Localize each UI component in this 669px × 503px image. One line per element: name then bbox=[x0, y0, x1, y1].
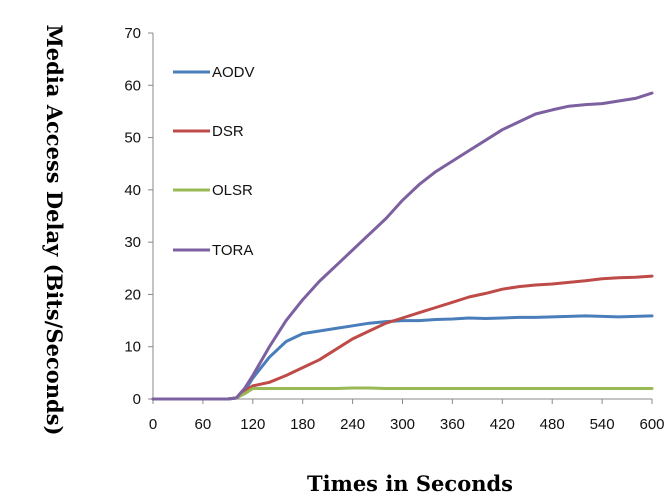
x-tick-label: 60 bbox=[195, 416, 212, 433]
legend-label-dsr: DSR bbox=[212, 123, 244, 140]
x-tick-label: 600 bbox=[639, 416, 664, 433]
x-tick-label: 360 bbox=[440, 416, 465, 433]
x-tick-label: 540 bbox=[590, 416, 615, 433]
x-tick-label: 180 bbox=[290, 416, 315, 433]
y-tick-label: 60 bbox=[124, 77, 141, 94]
series-line-aodv bbox=[151, 314, 654, 401]
y-tick-label: 70 bbox=[124, 25, 141, 42]
y-tick-label: 10 bbox=[124, 339, 141, 356]
y-tick-label: 50 bbox=[124, 130, 141, 147]
series-line-olsr bbox=[151, 386, 654, 401]
plot-area: 0 10 20 30 40 50 60 70 0 60 120 180 240 300 360 420 480 5… bbox=[124, 25, 664, 433]
x-axis-label: Times in Seconds bbox=[307, 471, 513, 496]
x-tick-label: 420 bbox=[490, 416, 515, 433]
legend-label-aodv: AODV bbox=[212, 64, 255, 81]
legend-label-olsr: OLSR bbox=[212, 182, 253, 199]
series-line-tora bbox=[151, 91, 654, 401]
y-tick-label: 0 bbox=[133, 391, 141, 408]
y-tick-label: 40 bbox=[124, 182, 141, 199]
x-tick-label: 300 bbox=[390, 416, 415, 433]
x-tick-label: 120 bbox=[240, 416, 265, 433]
y-axis-label: Media Access Delay (Bits/Seconds) bbox=[42, 25, 67, 436]
x-tick-label: 240 bbox=[340, 416, 365, 433]
y-tick-label: 30 bbox=[124, 234, 141, 251]
x-tick-label: 480 bbox=[540, 416, 565, 433]
y-tick-label: 20 bbox=[124, 286, 141, 303]
x-tick-label: 0 bbox=[149, 416, 157, 433]
series-line-dsr bbox=[151, 274, 654, 401]
legend-label-tora: TORA bbox=[212, 242, 253, 259]
